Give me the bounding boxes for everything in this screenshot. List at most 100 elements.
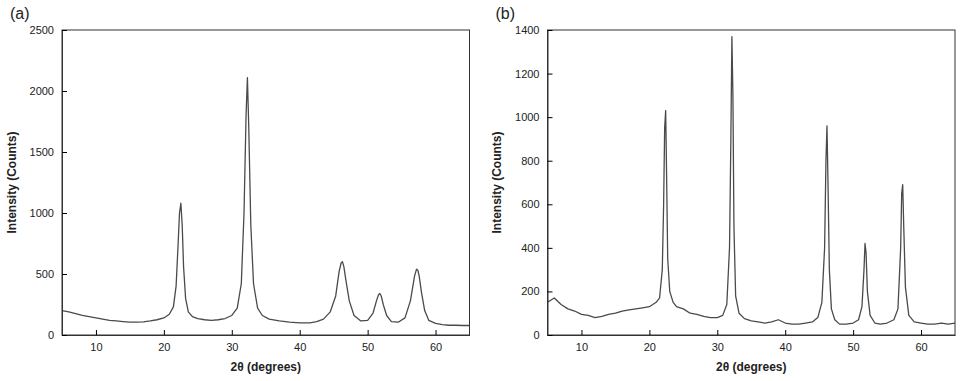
y-tick-mark [62,91,67,92]
x-tick-mark [921,330,922,335]
y-axis-line [548,31,549,336]
x-axis-line [63,335,471,336]
x-tick-label: 60 [430,341,442,353]
x-tick-mark [164,330,165,335]
x-axis-line [548,335,956,336]
y-tick-label: 600 [521,198,539,210]
x-tick-label: 40 [294,341,306,353]
plot-frame [62,30,470,335]
y-tick-mark [62,152,67,153]
y-tick: 1000 [515,111,552,123]
x-tick-mark [232,330,233,335]
y-axis-line [62,31,63,336]
plot-frame [548,30,956,335]
y-tick-label: 1200 [515,68,539,80]
x-tick-mark [436,330,437,335]
x-axis-title: 2θ (degrees) [716,360,787,374]
x-tick-label: 60 [915,341,927,353]
x-tick: 40 [294,330,306,353]
x-tick-mark [96,330,97,335]
x-tick-mark [649,330,650,335]
y-tick-label: 0 [533,329,539,341]
y-axis: 0 500 1000 1500 2000 2500 [30,24,67,341]
y-tick-mark [62,335,67,336]
plot-area [548,37,956,325]
panel-label: (b) [496,5,516,22]
x-tick-mark [368,330,369,335]
panel: 10 20 30 40 50 60 0 500 1000 1500 2000 2500 Intensit… [5,24,470,374]
y-tick: 1200 [515,68,552,80]
x-axis: 10 20 30 40 50 60 [63,330,471,353]
x-tick-label: 10 [576,341,588,353]
x-tick-label: 10 [90,341,102,353]
panel-label: (a) [10,5,30,22]
y-tick-mark [548,248,553,249]
y-axis-title: Intensity (Counts) [5,132,19,234]
y-tick: 1400 [515,24,552,36]
y-tick: 600 [521,198,552,210]
y-tick: 0 [48,329,67,341]
x-tick: 30 [712,330,724,353]
y-tick-label: 0 [48,329,54,341]
x-axis: 10 20 30 40 50 60 [548,330,956,353]
y-tick-label: 800 [521,155,539,167]
y-tick: 1500 [30,146,67,158]
x-tick-label: 50 [848,341,860,353]
x-tick: 30 [226,330,238,353]
pattern-line [62,78,470,326]
y-tick-mark [62,274,67,275]
y-tick: 400 [521,242,552,254]
y-tick: 0 [533,329,552,341]
y-tick: 200 [521,285,552,297]
y-tick-mark [548,117,553,118]
y-tick-label: 2000 [30,85,54,97]
x-tick-mark [581,330,582,335]
y-tick: 2000 [30,85,67,97]
y-tick-label: 1500 [30,146,54,158]
y-tick-mark [548,291,553,292]
y-tick-label: 400 [521,242,539,254]
y-tick-label: 200 [521,285,539,297]
x-tick-mark [785,330,786,335]
x-tick-label: 50 [362,341,374,353]
y-tick-mark [62,30,67,31]
y-tick-label: 500 [36,268,54,280]
y-axis: 0 200 400 600 800 1000 1200 1400 [515,24,552,341]
y-tick-mark [548,204,553,205]
x-axis-title: 2θ (degrees) [230,360,301,374]
y-tick: 800 [521,155,552,167]
x-tick: 60 [430,330,442,353]
x-tick-label: 20 [644,341,656,353]
y-tick-mark [548,30,553,31]
x-tick: 60 [915,330,927,353]
y-tick-label: 2500 [30,24,54,36]
x-tick-mark [300,330,301,335]
y-tick-label: 1000 [30,207,54,219]
y-tick-mark [62,213,67,214]
x-tick: 20 [644,330,656,353]
x-tick-label: 40 [780,341,792,353]
y-tick-label: 1400 [515,24,539,36]
x-tick-label: 20 [158,341,170,353]
y-tick: 2500 [30,24,67,36]
y-tick-label: 1000 [515,111,539,123]
y-tick-mark [548,74,553,75]
panel: 1020304050600200400600800100012001400Int… [490,24,955,374]
y-tick-mark [548,335,553,336]
x-tick: 10 [576,330,588,353]
x-tick: 50 [848,330,860,353]
x-tick-mark [717,330,718,335]
x-tick-mark [853,330,854,335]
x-tick: 50 [362,330,374,353]
figure: 10203040506005001000150020002500Intensit… [0,0,971,381]
plot-area [62,78,470,326]
y-tick: 1000 [30,207,67,219]
x-tick: 40 [780,330,792,353]
pattern-line [548,37,956,325]
x-tick-label: 30 [712,341,724,353]
y-axis-title: Intensity (Counts) [490,132,504,234]
y-tick: 500 [36,268,67,280]
x-tick: 20 [158,330,170,353]
x-tick: 10 [90,330,102,353]
x-tick-label: 30 [226,341,238,353]
